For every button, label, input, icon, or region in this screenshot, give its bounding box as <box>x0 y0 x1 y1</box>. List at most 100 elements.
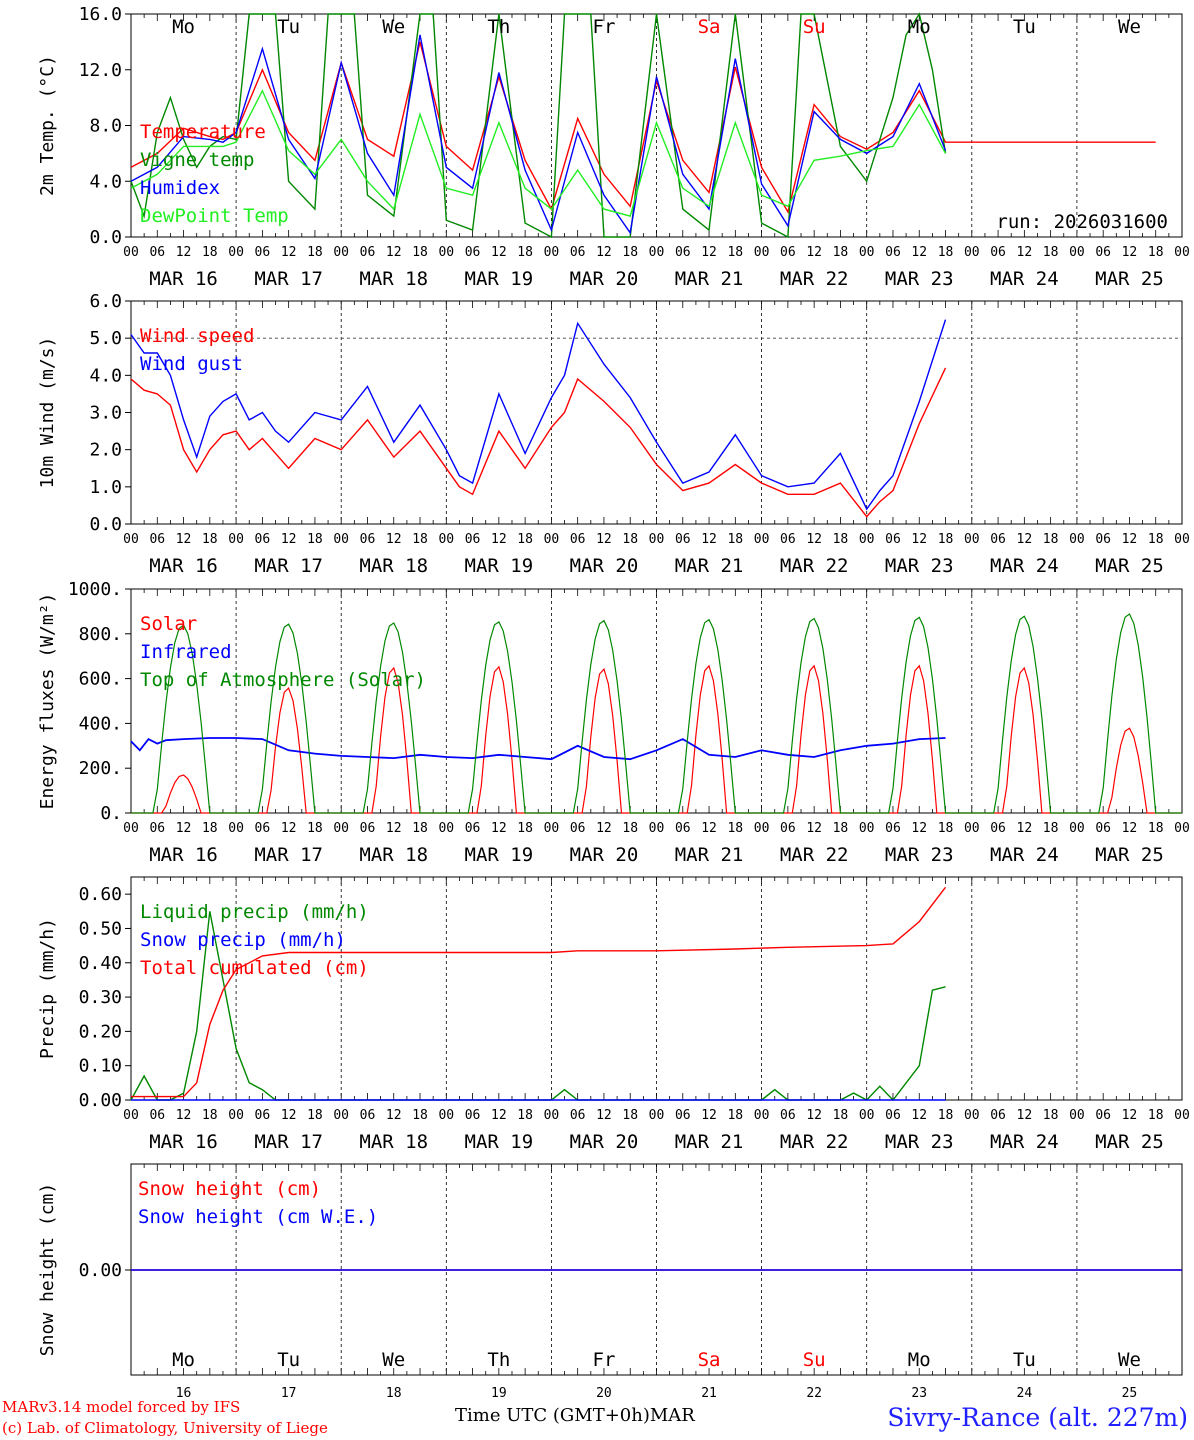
hour-tick-label: 00 <box>438 1108 454 1123</box>
hour-tick-label: 00 <box>859 821 875 836</box>
hour-tick-label: 00 <box>228 821 244 836</box>
hour-tick-label: 12 <box>281 245 297 260</box>
hour-tick-label: 18 <box>1148 532 1164 547</box>
y-tick-label: 0.00 <box>79 1090 122 1111</box>
x-axis-title: Time UTC (GMT+0h) <box>455 1405 650 1426</box>
hour-tick-label: 18 <box>622 1108 638 1123</box>
hour-tick-label: 12 <box>176 821 192 836</box>
station-name: Sivry-Rance (alt. 227m) <box>887 1403 1188 1432</box>
date-label: MAR 17 <box>254 844 323 866</box>
series-line <box>130 737 946 761</box>
day-label: Su <box>803 16 826 38</box>
hour-tick-label: 12 <box>1122 245 1138 260</box>
hour-tick-label: 12 <box>596 821 612 836</box>
hour-tick-label: 06 <box>570 1108 586 1123</box>
hour-tick-label: 00 <box>438 821 454 836</box>
y-tick-label: 0.60 <box>79 884 122 905</box>
date-label: MAR 19 <box>465 844 534 866</box>
panel-frame <box>130 300 1183 525</box>
date-number: 23 <box>911 1386 927 1400</box>
hour-tick-label: 06 <box>360 821 376 836</box>
panel-frame <box>130 13 1183 238</box>
hour-tick-label: 06 <box>885 821 901 836</box>
legend-entry: Liquid precip (mm/h) <box>140 901 369 923</box>
hour-tick-label: 12 <box>491 821 507 836</box>
date-label: MAR 21 <box>675 268 744 290</box>
hour-tick-label: 00 <box>228 1108 244 1123</box>
hour-tick-label: 12 <box>491 1108 507 1123</box>
hour-tick-label: 06 <box>780 245 796 260</box>
hour-tick-label: 18 <box>517 532 533 547</box>
date-label: MAR 16 <box>149 1131 218 1153</box>
hour-tick-label: 12 <box>596 532 612 547</box>
series-line <box>130 319 947 511</box>
hour-tick-label: 00 <box>754 1108 770 1123</box>
hour-tick-label: 18 <box>307 821 323 836</box>
x-axis-month: MAR <box>649 1405 695 1426</box>
hour-tick-label: 00 <box>754 821 770 836</box>
hour-tick-label: 18 <box>412 532 428 547</box>
hour-tick-label: 12 <box>806 532 822 547</box>
hour-tick-label: 00 <box>438 532 454 547</box>
hour-tick-label: 00 <box>333 821 349 836</box>
series-line <box>131 613 1182 814</box>
lab-credit: (c) Lab. of Climatology, University of L… <box>2 1419 328 1437</box>
y-axis-label: Snow height (cm) <box>37 1183 58 1356</box>
hour-tick-label: 18 <box>307 245 323 260</box>
hour-tick-label: 18 <box>833 245 849 260</box>
date-label: MAR 16 <box>149 268 218 290</box>
y-tick-label: 12.0 <box>79 60 122 81</box>
date-label: MAR 18 <box>359 555 428 577</box>
hour-tick-label: 18 <box>833 821 849 836</box>
y-tick-label: 6.0 <box>89 291 122 312</box>
hour-tick-label: 18 <box>622 532 638 547</box>
x-axis-label: Time UTC (GMT+0h)MAR <box>455 1405 695 1426</box>
y-tick-label: 0.10 <box>79 1056 122 1077</box>
meteogram-svg: 0.0 4.0 8.0 12.0 16.0 2m Temp. (°C) Temperatur… <box>37 4 1190 1401</box>
hour-tick-label: 00 <box>964 245 980 260</box>
panel-frame <box>130 588 1183 814</box>
hour-tick-label: 00 <box>754 245 770 260</box>
hour-tick-label: 00 <box>1069 821 1085 836</box>
y-tick-label: 600. <box>79 669 122 690</box>
hour-tick-label: 00 <box>754 532 770 547</box>
y-axis-label: 2m Temp. (°C) <box>37 55 58 196</box>
hour-tick-label: 00 <box>1174 821 1190 836</box>
hour-tick-label: 00 <box>1069 1108 1085 1123</box>
hour-tick-label: 06 <box>360 532 376 547</box>
hour-tick-label: 12 <box>596 245 612 260</box>
hour-tick-label: 18 <box>622 821 638 836</box>
hour-tick-label: 00 <box>228 532 244 547</box>
hour-tick-label: 00 <box>123 821 139 836</box>
hour-tick-label: 12 <box>1122 1108 1138 1123</box>
hour-tick-label: 00 <box>649 1108 665 1123</box>
y-tick-label: 800. <box>79 624 122 645</box>
hour-tick-label: 06 <box>360 1108 376 1123</box>
hour-tick-label: 00 <box>859 245 875 260</box>
date-label: MAR 18 <box>359 268 428 290</box>
hour-tick-label: 06 <box>1095 245 1111 260</box>
hour-tick-label: 12 <box>806 821 822 836</box>
hour-tick-label: 06 <box>570 245 586 260</box>
hour-tick-label: 00 <box>544 532 560 547</box>
hour-tick-label: 12 <box>281 821 297 836</box>
hour-tick-label: 00 <box>544 821 560 836</box>
hour-tick-label: 18 <box>517 245 533 260</box>
hour-tick-label: 18 <box>1043 1108 1059 1123</box>
legend-entry: Total cumulated (cm) <box>140 957 369 979</box>
hour-tick-label: 06 <box>255 245 271 260</box>
hour-tick-label: 00 <box>123 532 139 547</box>
hour-tick-label: 06 <box>780 821 796 836</box>
hour-tick-label: 18 <box>1043 532 1059 547</box>
hour-tick-label: 06 <box>149 821 165 836</box>
legend-entry: Snow precip (mm/h) <box>140 929 346 951</box>
day-label: Mo <box>908 1349 931 1371</box>
hour-tick-label: 12 <box>911 1108 927 1123</box>
hour-tick-label: 12 <box>491 532 507 547</box>
y-tick-label: 4.0 <box>89 365 122 386</box>
hour-tick-label: 12 <box>911 245 927 260</box>
date-number: 24 <box>1017 1386 1033 1400</box>
panel-4: 0.00 0.10 0.20 0.30 0.40 0.50 0.60 Precip (mm/h… <box>37 876 1190 1153</box>
hour-tick-label: 12 <box>701 821 717 836</box>
